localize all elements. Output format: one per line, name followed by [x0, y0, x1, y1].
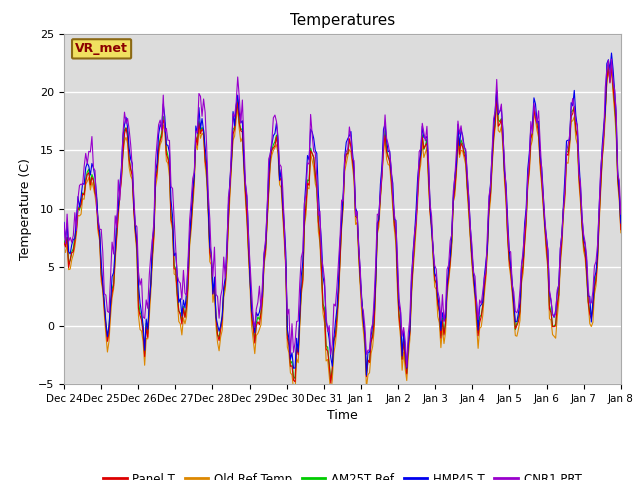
- Legend: Panel T, Old Ref Temp, AM25T Ref, HMP45 T, CNR1 PRT: Panel T, Old Ref Temp, AM25T Ref, HMP45 …: [98, 468, 587, 480]
- X-axis label: Time: Time: [327, 409, 358, 422]
- Title: Temperatures: Temperatures: [290, 13, 395, 28]
- Text: VR_met: VR_met: [75, 42, 128, 55]
- Y-axis label: Temperature (C): Temperature (C): [19, 158, 33, 260]
